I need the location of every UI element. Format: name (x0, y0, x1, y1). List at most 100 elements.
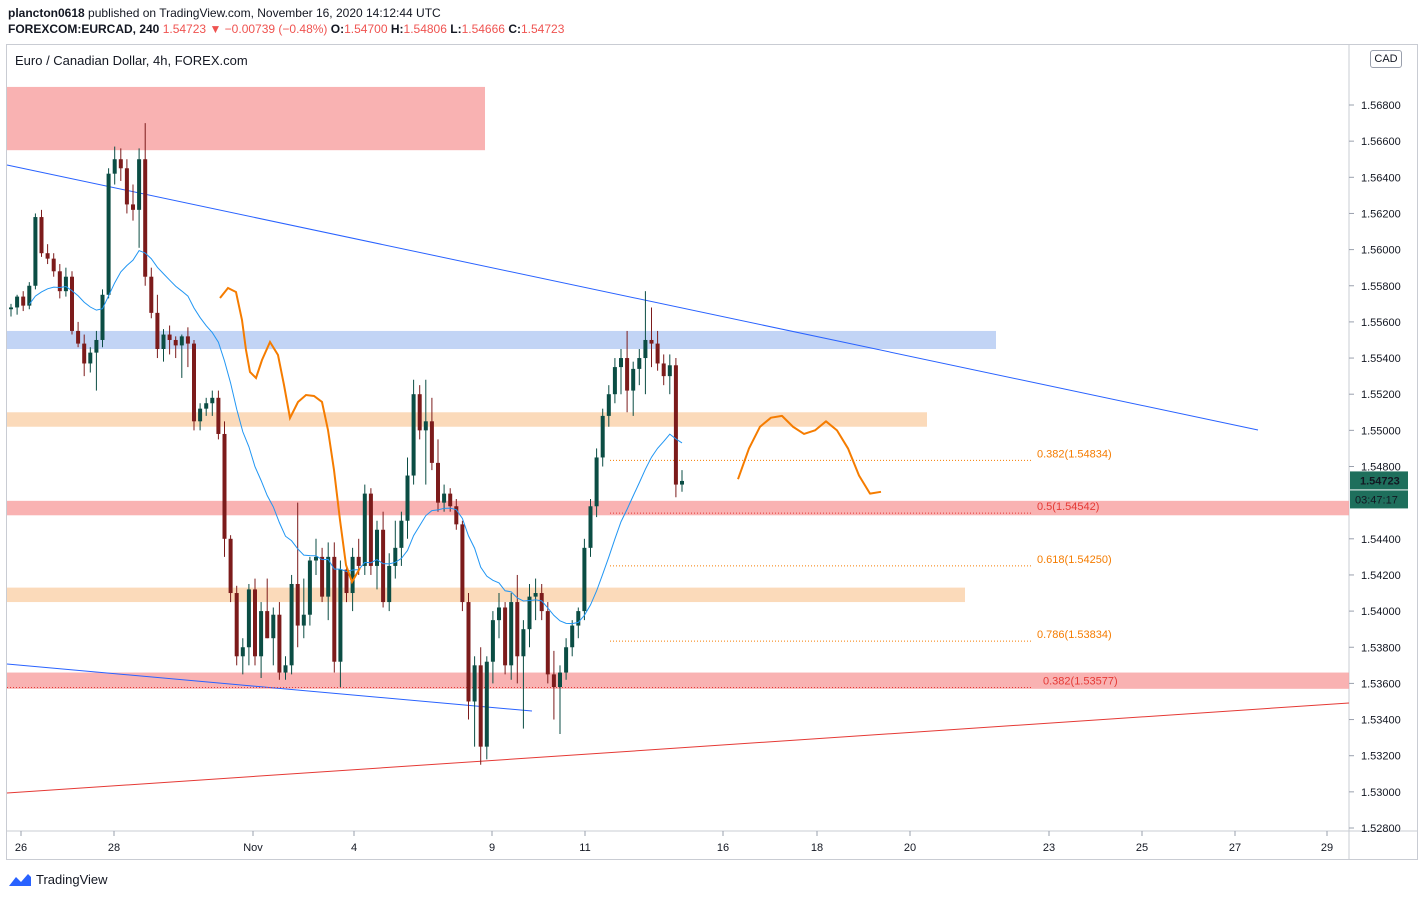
candle-body (466, 602, 471, 702)
candle-body (350, 556, 355, 594)
candle-body (27, 285, 32, 306)
y-tick-label: 1.55200 (1361, 389, 1401, 401)
publish-info: plancton0618 published on TradingView.co… (8, 6, 441, 20)
y-tick-label: 1.56000 (1361, 245, 1401, 257)
symbol-label: FOREXCOM:EURCAD, 240 (8, 22, 160, 36)
candle-body (594, 457, 599, 507)
candle-body (320, 556, 325, 597)
candle-body (173, 339, 178, 346)
candle-body (478, 665, 483, 747)
candle-body (588, 506, 593, 548)
candle-body (51, 258, 56, 272)
candle-body (185, 336, 190, 344)
candle-body (70, 276, 74, 331)
candle-body (606, 394, 611, 416)
high-label: H: (390, 22, 404, 36)
candle-body (612, 367, 617, 395)
candle-body (600, 415, 605, 458)
candle-body (545, 611, 550, 675)
y-tick-label: 1.55800 (1361, 281, 1401, 293)
candle-body (210, 397, 215, 404)
x-tick-label: 4 (351, 842, 357, 854)
candle-body (576, 611, 581, 626)
y-tick-label: 1.56600 (1361, 136, 1401, 148)
fib-level-label: 0.5(1.54542) (1037, 501, 1099, 513)
candle-body (253, 589, 257, 657)
candle-body (436, 462, 440, 503)
candle-body (533, 593, 538, 597)
y-tick-label: 1.53000 (1361, 787, 1401, 799)
open-value: 1.54700 (344, 22, 388, 36)
currency-badge[interactable]: CAD (1370, 50, 1402, 68)
candle-body (484, 661, 489, 747)
candle-body (405, 475, 410, 521)
candle-body (39, 217, 44, 254)
chart-frame (6, 44, 1418, 860)
publish-text: published on TradingView.com, November 1… (88, 6, 441, 20)
candle-body (33, 217, 38, 286)
candle-body (417, 394, 422, 431)
candle-body (399, 520, 404, 548)
candle-body (680, 480, 684, 485)
candle-body (344, 569, 349, 594)
candle-body (15, 296, 20, 308)
candle-body (295, 583, 300, 626)
candle-body (21, 296, 26, 306)
change-value: −0.00739 (−0.48%) (224, 22, 328, 36)
candle-body (228, 538, 233, 594)
candle-body (106, 173, 111, 295)
open-label: O: (330, 22, 345, 36)
candle-body (94, 339, 99, 353)
y-tick-label: 1.54200 (1361, 570, 1401, 582)
y-tick-label: 1.56200 (1361, 208, 1401, 220)
candle-body (564, 647, 569, 673)
candle-body (497, 607, 501, 621)
candle-body (356, 556, 361, 566)
candle-body (643, 339, 648, 359)
candle-body (198, 408, 203, 422)
candle-body (326, 556, 331, 597)
candle-body (448, 493, 453, 507)
candle-body (240, 647, 245, 657)
y-tick-label: 1.54800 (1361, 462, 1401, 474)
author-name[interactable]: plancton0618 (8, 6, 85, 20)
countdown-tag (1350, 490, 1408, 509)
fib-level-label: 0.382(1.53577) (1043, 676, 1118, 688)
y-tick-label: 1.53800 (1361, 642, 1401, 654)
candle-body (619, 358, 623, 368)
candle-body (143, 159, 148, 277)
countdown-label: 03:47:17 (1355, 494, 1398, 506)
high-value: 1.54806 (403, 22, 447, 36)
candle-body (124, 168, 129, 205)
candle-body (222, 433, 227, 539)
candle-body (88, 352, 93, 364)
series-legend: Euro / Canadian Dollar, 4h, FOREX.com (15, 53, 248, 68)
tradingview-watermark[interactable]: TradingView (8, 872, 108, 887)
tradingview-logo-icon (9, 873, 31, 886)
x-tick-label: 9 (489, 842, 495, 854)
x-tick-label: 27 (1229, 842, 1241, 854)
fib-level-label: 0.786(1.53834) (1037, 629, 1112, 641)
candle-body (515, 602, 520, 657)
x-tick-label: Nov (243, 842, 263, 854)
candle-body (490, 620, 495, 662)
candle-body (277, 614, 282, 673)
x-tick-label: 25 (1136, 842, 1148, 854)
watermark-text: TradingView (36, 872, 108, 887)
candle-body (362, 493, 367, 566)
candle-body (76, 330, 81, 344)
ohlc-header: FOREXCOM:EURCAD, 240 1.54723 ▼ −0.00739 … (8, 22, 564, 36)
candle-body (649, 339, 654, 344)
candle-body (655, 343, 660, 364)
x-tick-label: 28 (108, 842, 120, 854)
candle-body (527, 596, 532, 630)
candle-body (387, 565, 392, 603)
y-tick-label: 1.53600 (1361, 678, 1401, 690)
candle-body (314, 556, 318, 561)
y-tick-label: 1.56800 (1361, 100, 1401, 112)
candle-body (673, 365, 678, 485)
candle-body (539, 593, 544, 612)
x-tick-label: 23 (1043, 842, 1055, 854)
x-tick-label: 16 (717, 842, 729, 854)
